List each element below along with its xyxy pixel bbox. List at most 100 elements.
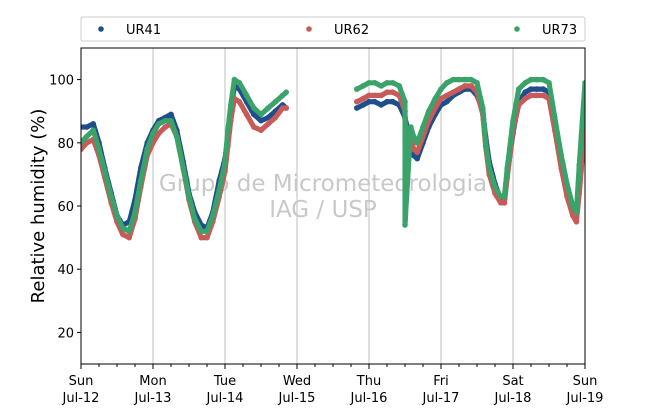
point-UR73-23: [216, 187, 222, 193]
y-tick-label-100: 100: [49, 74, 74, 89]
point-UR73-78: [576, 162, 582, 168]
point-UR62-35: [283, 105, 290, 111]
point-UR73-76: [570, 203, 576, 209]
point-UR73-6: [114, 212, 120, 219]
point-UR73-24: [222, 159, 228, 165]
point-UR73-35: [283, 89, 290, 95]
point-UR73-18: [186, 193, 192, 200]
point-UR41-70: [540, 86, 546, 92]
point-UR73-53: [444, 80, 450, 86]
point-UR41-40: [378, 102, 385, 108]
point-UR62-71: [540, 92, 546, 99]
point-UR73-43: [396, 83, 403, 89]
point-UR73-27: [231, 76, 238, 83]
legend: UR41 UR62 UR73: [80, 16, 586, 42]
point-UR73-12: [150, 130, 156, 137]
point-UR73-61: [486, 165, 493, 171]
point-UR73-8: [126, 228, 132, 235]
point-UR62-54: [450, 89, 457, 95]
point-UR73-79: [582, 80, 585, 86]
y-tick-label-80: 80: [57, 137, 74, 152]
point-UR41-69: [534, 86, 540, 92]
legend-marker-UR73: [514, 26, 520, 32]
point-UR41-37: [360, 102, 367, 108]
point-UR73-65: [504, 165, 511, 171]
point-UR73-44: [402, 98, 408, 105]
point-UR41-39: [372, 98, 378, 105]
point-UR73-33: [272, 98, 279, 105]
point-UR73-0: [81, 140, 84, 146]
point-UR41-52: [444, 98, 450, 105]
point-UR73-48: [414, 140, 421, 146]
x-tick-weekday-0: Sun: [69, 374, 94, 389]
point-UR62-13: [156, 130, 162, 137]
point-UR62-77: [573, 219, 580, 225]
point-UR41-31: [258, 117, 264, 124]
point-UR41-42: [390, 98, 396, 105]
point-UR73-19: [192, 215, 198, 222]
point-UR62-31: [258, 127, 264, 133]
point-UR73-72: [546, 80, 552, 86]
x-tick-weekday-7: Sun: [573, 374, 598, 389]
point-UR62-57: [468, 83, 475, 89]
x-tick-date-1: Jul-13: [134, 391, 172, 406]
x-tick-date-3: Jul-15: [278, 391, 316, 406]
point-UR62-53: [444, 92, 450, 99]
point-UR73-10: [138, 177, 144, 184]
point-UR73-40: [378, 83, 385, 89]
point-UR62-14: [162, 124, 168, 130]
point-UR62-41: [384, 89, 390, 95]
point-UR73-15: [168, 117, 174, 124]
point-UR73-41: [384, 80, 390, 86]
point-UR73-57: [468, 76, 475, 83]
point-UR73-13: [156, 121, 162, 127]
point-UR62-56: [462, 83, 468, 89]
point-UR73-25: [225, 127, 231, 133]
point-UR62-28: [236, 98, 243, 105]
point-UR73-75: [564, 181, 570, 187]
point-UR73-16: [174, 133, 180, 140]
x-tick-date-4: Jul-16: [350, 391, 388, 406]
point-UR62-55: [456, 86, 462, 92]
point-UR62-68: [522, 95, 528, 102]
x-tick-date-6: Jul-18: [494, 391, 532, 406]
point-UR62-42: [390, 89, 396, 95]
point-UR73-51: [432, 95, 439, 102]
point-UR73-47: [410, 133, 417, 140]
x-tick-weekday-5: Fri: [433, 374, 449, 389]
legend-marker-UR41: [98, 26, 104, 32]
point-UR73-36: [354, 86, 360, 92]
point-UR73-46: [408, 124, 414, 130]
x-tick-weekday-2: Tue: [213, 374, 236, 389]
x-tick-date-5: Jul-17: [422, 391, 460, 406]
legend-box: [80, 16, 586, 42]
point-UR73-32: [265, 105, 272, 111]
data-series: [81, 76, 585, 241]
point-UR41-1: [84, 124, 90, 130]
point-UR73-50: [426, 108, 432, 114]
point-UR41-32: [265, 114, 272, 121]
point-UR73-71: [540, 76, 546, 83]
point-UR62-33: [272, 114, 279, 121]
y-tick-label-60: 60: [57, 200, 74, 215]
point-UR41-67: [522, 89, 528, 95]
point-UR73-22: [210, 212, 216, 219]
point-UR73-49: [420, 124, 426, 130]
point-UR73-52: [438, 86, 444, 92]
point-UR41-38: [366, 98, 372, 105]
point-UR73-62: [492, 184, 498, 190]
point-UR73-38: [366, 80, 372, 86]
point-UR62-47: [410, 146, 417, 152]
x-axis: Sun Jul-12 Mon Jul-13 Tue Jul-14 Wed Jul-15 Thu J…: [62, 364, 603, 406]
point-UR73-67: [516, 86, 522, 92]
point-UR73-42: [390, 80, 396, 86]
point-UR73-9: [132, 209, 138, 216]
point-UR62-20: [198, 234, 204, 241]
point-UR73-37: [360, 83, 367, 89]
point-UR62-40: [378, 92, 385, 99]
point-UR62-39: [372, 92, 378, 99]
point-UR62-52: [438, 95, 444, 102]
point-UR62-38: [366, 92, 372, 99]
